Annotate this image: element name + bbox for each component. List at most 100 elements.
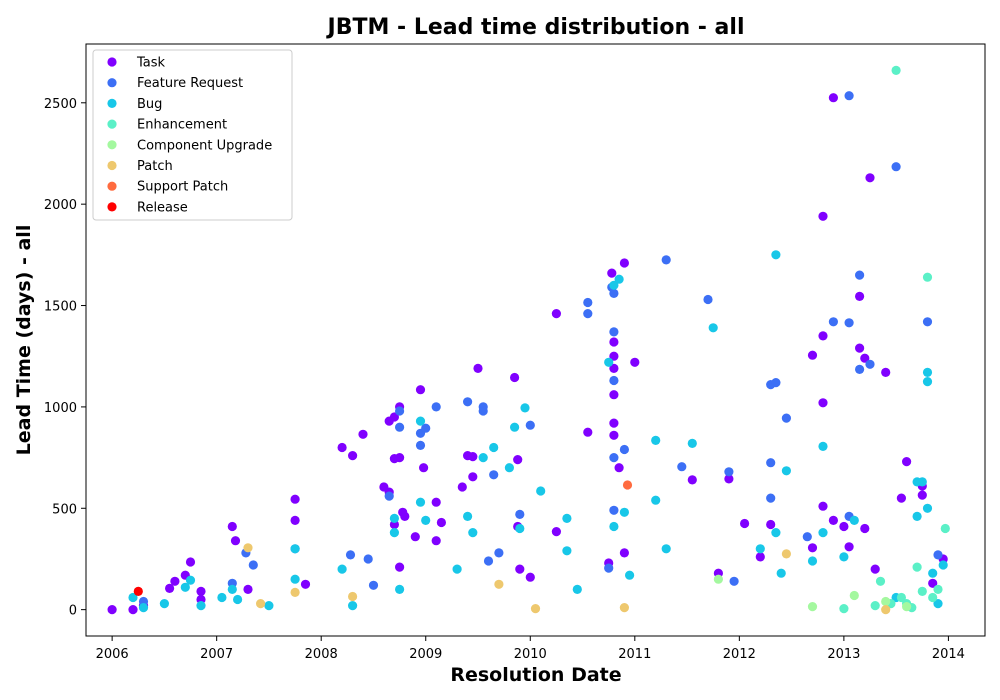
data-point [583, 309, 593, 319]
data-point [165, 583, 175, 594]
data-point [395, 562, 405, 572]
data-point [395, 422, 405, 432]
data-point [818, 528, 828, 538]
data-point [389, 412, 399, 422]
data-point [619, 258, 630, 268]
data-point [489, 470, 499, 480]
data-point [478, 453, 488, 463]
data-point [604, 357, 614, 367]
data-point [348, 601, 358, 611]
data-point [875, 576, 886, 586]
data-point [839, 604, 849, 614]
data-point [562, 546, 572, 556]
data-point [881, 596, 891, 607]
data-point [896, 493, 907, 503]
data-point [463, 511, 473, 521]
y-tick-label: 1500 [44, 300, 77, 315]
data-point [855, 343, 865, 353]
data-point [855, 364, 865, 374]
data-point [609, 280, 619, 290]
data-point [755, 552, 765, 562]
data-point [431, 536, 441, 546]
data-point [891, 65, 901, 75]
data-point [625, 570, 635, 580]
legend-marker [107, 57, 117, 67]
x-axis: 2006 2007 2008 2009 2010 2011 2012 2013 2014 [96, 636, 965, 662]
data-point [128, 605, 138, 615]
legend-entry: Support Patch [137, 180, 228, 195]
data-point [771, 250, 781, 260]
data-point [818, 441, 828, 451]
data-point [159, 599, 169, 609]
data-point [473, 363, 483, 373]
data-point [622, 480, 633, 490]
data-point [729, 576, 739, 586]
data-point [860, 353, 870, 363]
data-point [687, 438, 697, 448]
x-tick-label: 2006 [96, 647, 129, 662]
x-tick-label: 2007 [200, 647, 233, 662]
data-point [515, 564, 525, 574]
data-point [807, 556, 818, 566]
data-point [562, 513, 572, 524]
data-point [933, 550, 943, 560]
legend-entry: Enhancement [137, 118, 227, 133]
data-point [457, 482, 467, 492]
data-point [609, 327, 619, 337]
data-point [922, 503, 933, 513]
data-point [583, 297, 593, 308]
data-point [436, 517, 446, 528]
data-point [337, 564, 347, 574]
data-point [818, 501, 828, 511]
legend-entry: Bug [137, 97, 162, 112]
data-point [630, 357, 640, 367]
data-point [865, 359, 875, 369]
data-point [196, 601, 206, 611]
data-point [807, 602, 818, 612]
data-point [855, 291, 865, 301]
data-point [419, 463, 429, 473]
data-point [468, 528, 478, 538]
data-point [395, 406, 405, 416]
data-point [290, 587, 300, 598]
data-point [185, 557, 196, 567]
data-point [828, 515, 839, 526]
data-point [107, 605, 117, 615]
data-point [922, 317, 933, 327]
legend-marker [107, 202, 117, 212]
data-point [468, 472, 478, 482]
data-point [724, 467, 734, 477]
legend-marker [107, 160, 117, 171]
data-point [400, 511, 410, 521]
data-point [619, 603, 630, 613]
legend-box [92, 49, 293, 221]
data-point [478, 406, 488, 416]
data-point [766, 493, 776, 503]
data-point [515, 509, 525, 519]
data-point [604, 563, 614, 573]
data-point [724, 474, 734, 484]
legend-entry: Feature Request [137, 76, 243, 91]
data-point [844, 318, 854, 328]
data-point [776, 568, 786, 578]
data-point [651, 435, 661, 445]
data-point [504, 463, 514, 473]
data-point [583, 427, 593, 437]
data-point [902, 457, 912, 467]
data-point [609, 453, 619, 463]
data-point [614, 463, 624, 473]
data-point [509, 372, 520, 383]
data-point [818, 331, 828, 341]
data-point [483, 556, 494, 566]
data-point [389, 528, 399, 538]
data-point [922, 367, 933, 377]
data-point [290, 544, 300, 554]
data-point [609, 351, 619, 361]
data-point [940, 523, 950, 534]
legend-marker [107, 78, 117, 88]
data-point [264, 601, 274, 611]
data-point [494, 548, 504, 558]
data-point [609, 430, 619, 440]
data-point [494, 579, 504, 589]
